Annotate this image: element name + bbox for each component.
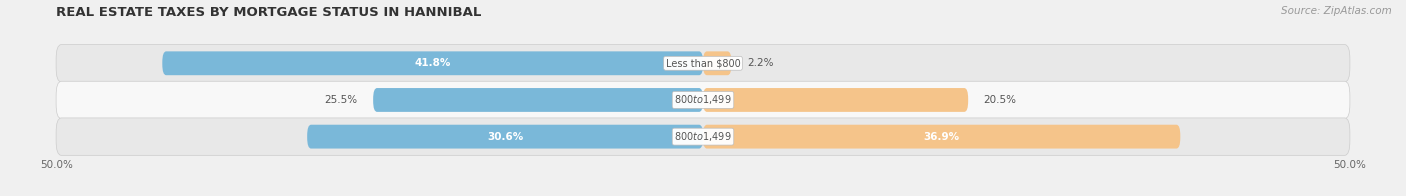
Text: REAL ESTATE TAXES BY MORTGAGE STATUS IN HANNIBAL: REAL ESTATE TAXES BY MORTGAGE STATUS IN … (56, 6, 482, 19)
Text: $800 to $1,499: $800 to $1,499 (675, 93, 731, 106)
Text: $800 to $1,499: $800 to $1,499 (675, 130, 731, 143)
Text: 36.9%: 36.9% (924, 132, 960, 142)
FancyBboxPatch shape (56, 81, 1350, 119)
Text: 25.5%: 25.5% (325, 95, 357, 105)
Text: Less than $800: Less than $800 (665, 58, 741, 68)
FancyBboxPatch shape (307, 125, 703, 149)
Text: Source: ZipAtlas.com: Source: ZipAtlas.com (1281, 6, 1392, 16)
Text: 20.5%: 20.5% (984, 95, 1017, 105)
FancyBboxPatch shape (703, 125, 1180, 149)
Text: 30.6%: 30.6% (486, 132, 523, 142)
Text: 41.8%: 41.8% (415, 58, 451, 68)
FancyBboxPatch shape (703, 51, 731, 75)
Text: 2.2%: 2.2% (747, 58, 773, 68)
FancyBboxPatch shape (56, 118, 1350, 155)
FancyBboxPatch shape (703, 88, 969, 112)
FancyBboxPatch shape (373, 88, 703, 112)
FancyBboxPatch shape (56, 44, 1350, 82)
FancyBboxPatch shape (162, 51, 703, 75)
